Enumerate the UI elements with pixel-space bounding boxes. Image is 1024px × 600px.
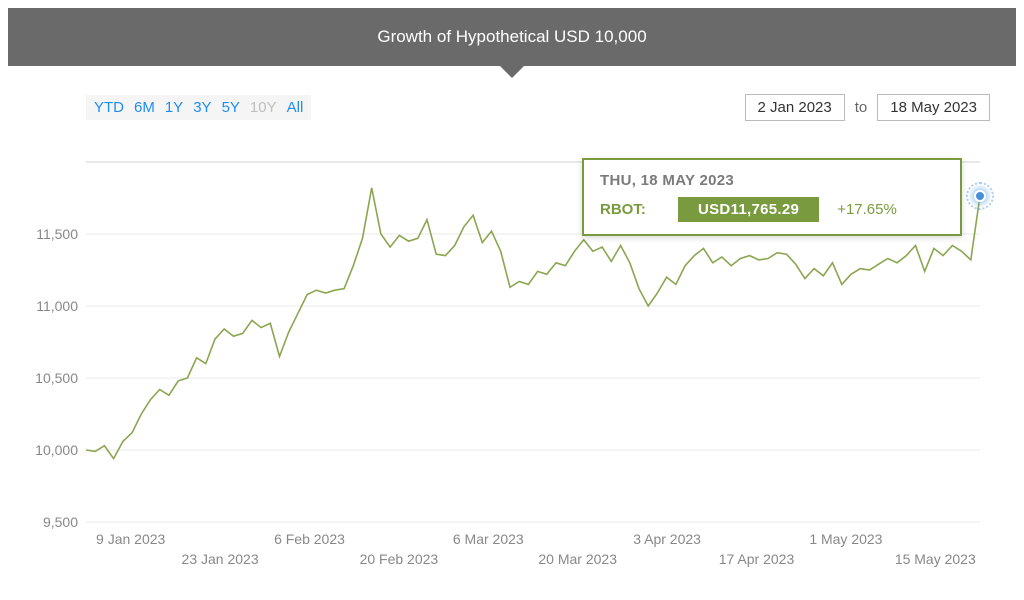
range-btn-all[interactable]: All bbox=[287, 99, 304, 116]
svg-text:10,000: 10,000 bbox=[35, 442, 78, 458]
svg-text:9,500: 9,500 bbox=[43, 514, 78, 530]
svg-text:6 Feb 2023: 6 Feb 2023 bbox=[274, 531, 345, 547]
date-range-inputs: 2 Jan 2023 to 18 May 2023 bbox=[745, 94, 990, 121]
chart-title-bar: Growth of Hypothetical USD 10,000 bbox=[8, 8, 1016, 66]
range-btn-ytd[interactable]: YTD bbox=[94, 99, 124, 116]
tooltip-pct: +17.65% bbox=[837, 201, 897, 218]
range-btn-5y[interactable]: 5Y bbox=[222, 99, 240, 116]
tooltip-value: USD11,765.29 bbox=[678, 197, 819, 222]
tooltip-date: THU, 18 MAY 2023 bbox=[600, 172, 944, 189]
tooltip-symbol: RBOT: bbox=[600, 201, 660, 218]
range-selector: YTD 6M 1Y 3Y 5Y 10Y All bbox=[86, 95, 311, 120]
svg-text:15 May 2023: 15 May 2023 bbox=[895, 551, 976, 567]
svg-text:9 Jan 2023: 9 Jan 2023 bbox=[96, 531, 165, 547]
svg-text:20 Mar 2023: 20 Mar 2023 bbox=[538, 551, 617, 567]
svg-text:11,000: 11,000 bbox=[36, 298, 78, 314]
svg-text:3 Apr 2023: 3 Apr 2023 bbox=[633, 531, 701, 547]
date-from-input[interactable]: 2 Jan 2023 bbox=[745, 94, 845, 121]
svg-text:6 Mar 2023: 6 Mar 2023 bbox=[453, 531, 524, 547]
svg-text:23 Jan 2023: 23 Jan 2023 bbox=[182, 551, 259, 567]
svg-text:20 Feb 2023: 20 Feb 2023 bbox=[360, 551, 439, 567]
marker-dot bbox=[974, 190, 986, 202]
chart-title: Growth of Hypothetical USD 10,000 bbox=[377, 27, 646, 47]
svg-text:1 May 2023: 1 May 2023 bbox=[809, 531, 882, 547]
svg-text:11,500: 11,500 bbox=[36, 226, 78, 242]
series-end-marker bbox=[966, 182, 994, 210]
range-btn-6m[interactable]: 6M bbox=[134, 99, 155, 116]
range-btn-10y: 10Y bbox=[250, 99, 277, 116]
svg-text:17 Apr 2023: 17 Apr 2023 bbox=[719, 551, 795, 567]
range-btn-1y[interactable]: 1Y bbox=[165, 99, 183, 116]
range-btn-3y[interactable]: 3Y bbox=[193, 99, 211, 116]
date-to-label: to bbox=[855, 99, 868, 116]
date-to-input[interactable]: 18 May 2023 bbox=[877, 94, 990, 121]
chart-tooltip: THU, 18 MAY 2023 RBOT: USD11,765.29 +17.… bbox=[582, 158, 962, 236]
chart-area: 9,500 10,000 10,500 11,000 11,500 9 Jan 2023 2… bbox=[34, 148, 990, 580]
svg-text:10,500: 10,500 bbox=[35, 370, 78, 386]
